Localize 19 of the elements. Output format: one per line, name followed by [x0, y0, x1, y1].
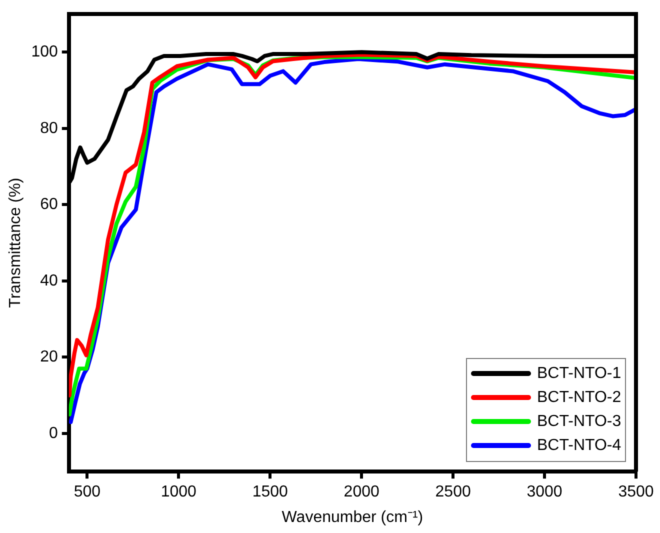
x-tick-label: 500	[74, 484, 101, 501]
x-tick-label: 2000	[344, 484, 380, 501]
legend-label: BCT-NTO-3	[537, 412, 622, 431]
y-tick-label: 20	[40, 348, 58, 366]
legend-label: BCT-NTO-1	[537, 364, 622, 383]
legend-label: BCT-NTO-2	[537, 388, 622, 407]
x-tick-label: 1500	[252, 484, 288, 501]
y-tick-label: 60	[40, 196, 58, 214]
y-tick-label: 0	[48, 424, 58, 442]
x-tick-label: 1000	[160, 484, 197, 501]
y-tick-label: 100	[31, 44, 58, 61]
x-axis-title: Wavenumber (cm⁻¹)	[282, 508, 424, 526]
legend-label: BCT-NTO-4	[537, 436, 622, 455]
y-tick-label: 80	[40, 120, 58, 137]
x-tick-label: 3500	[618, 484, 654, 501]
y-axis-title: Transmittance (%)	[7, 178, 24, 308]
y-tick-label: 40	[40, 272, 58, 290]
x-tick-label: 3000	[526, 484, 562, 501]
x-tick-label: 2500	[435, 484, 471, 501]
